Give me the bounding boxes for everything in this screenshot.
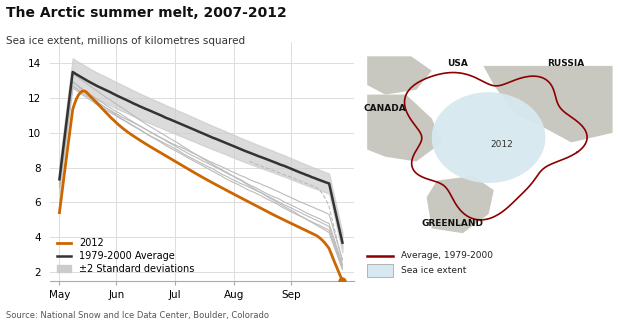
Text: 2012: 2012 xyxy=(490,140,513,149)
Polygon shape xyxy=(367,95,442,162)
Polygon shape xyxy=(484,66,613,142)
Text: The Arctic summer melt, 2007-2012: The Arctic summer melt, 2007-2012 xyxy=(6,6,287,20)
Text: Sea ice extent, millions of kilometres squared: Sea ice extent, millions of kilometres s… xyxy=(6,36,245,46)
Text: Source: National Snow and Ice Data Center, Boulder, Colorado: Source: National Snow and Ice Data Cente… xyxy=(6,311,269,320)
Ellipse shape xyxy=(432,92,545,183)
Text: Sea ice extent: Sea ice extent xyxy=(401,266,466,275)
FancyBboxPatch shape xyxy=(359,245,618,281)
Legend: 2012, 1979-2000 Average, ±2 Standard deviations: 2012, 1979-2000 Average, ±2 Standard dev… xyxy=(55,236,197,276)
Text: CANADA: CANADA xyxy=(364,104,407,113)
Text: Average, 1979-2000: Average, 1979-2000 xyxy=(401,251,493,260)
Text: USA: USA xyxy=(447,59,468,68)
Polygon shape xyxy=(367,56,432,95)
Text: RUSSIA: RUSSIA xyxy=(547,59,585,68)
Text: GREENLAND: GREENLAND xyxy=(421,219,484,228)
FancyBboxPatch shape xyxy=(367,264,393,277)
Polygon shape xyxy=(427,176,494,233)
